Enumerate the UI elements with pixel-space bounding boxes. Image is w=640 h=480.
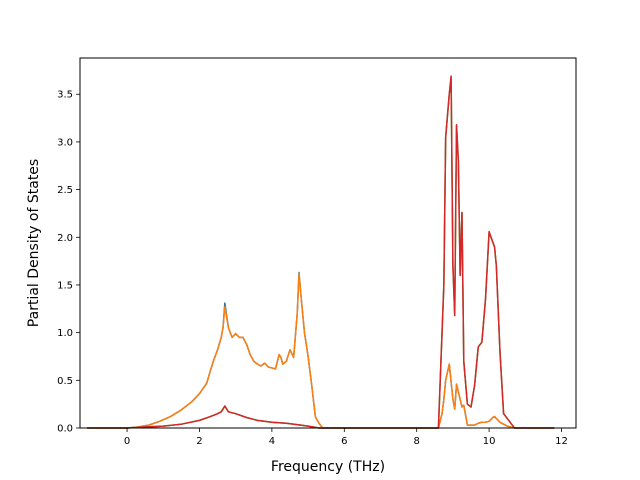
series-line-1 [87, 271, 555, 429]
x-tick-label: 6 [341, 436, 347, 447]
y-tick-label: 0.5 [57, 376, 73, 387]
x-axis-label: Frequency (THz) [271, 459, 385, 475]
y-tick-label: 1.0 [57, 328, 73, 339]
series-line-3 [87, 76, 555, 429]
y-tick-label: 1.5 [57, 280, 73, 291]
x-tick-label: 0 [124, 436, 130, 447]
x-axis-ticks: 0 2 4 6 8 10 12 [124, 428, 568, 447]
y-tick-label: 3.5 [57, 90, 73, 101]
x-tick-label: 8 [414, 436, 420, 447]
x-tick-label: 12 [555, 436, 568, 447]
y-axis-label: Partial Density of States [26, 159, 42, 327]
plot-frame [79, 57, 577, 429]
y-tick-label: 3.0 [57, 137, 73, 148]
x-tick-label: 10 [483, 436, 496, 447]
x-tick-label: 2 [196, 436, 202, 447]
y-tick-label: 0.0 [57, 424, 73, 435]
series-line-4 [87, 75, 555, 429]
series-line-2 [87, 272, 555, 429]
plot-lines [87, 75, 555, 429]
x-tick-label: 4 [269, 436, 275, 447]
y-tick-label: 2.5 [57, 185, 73, 196]
y-axis-ticks: 0.0 0.5 1.0 1.5 2.0 2.5 3.0 3.5 [57, 90, 80, 435]
y-tick-label: 2.0 [57, 233, 73, 244]
